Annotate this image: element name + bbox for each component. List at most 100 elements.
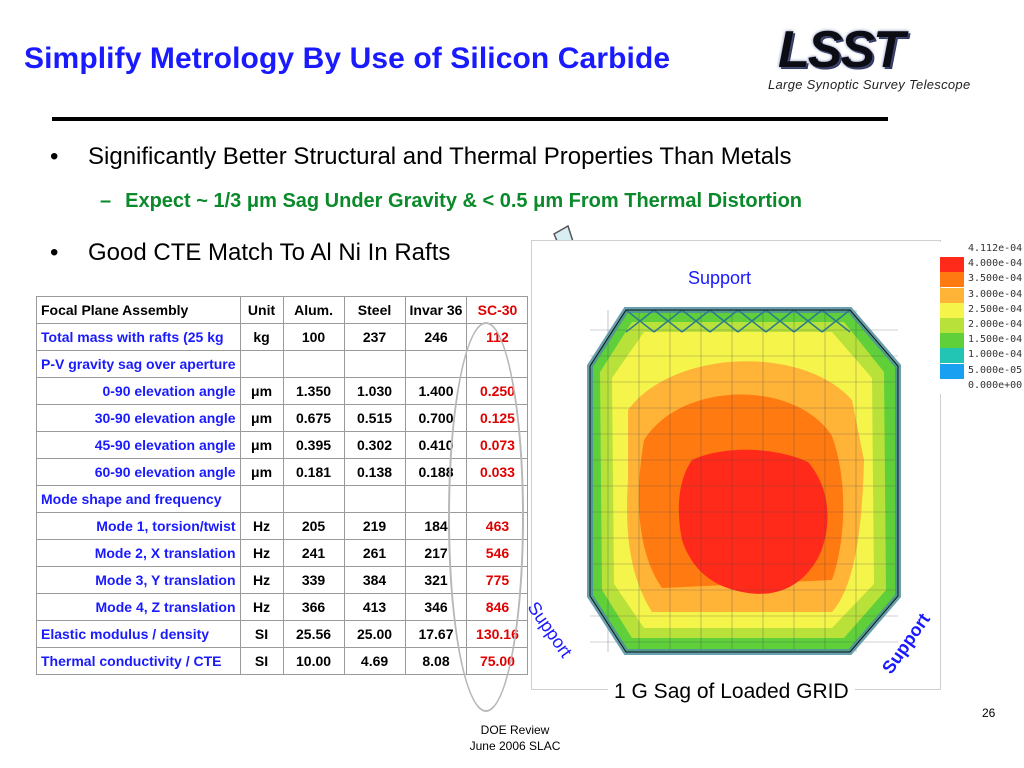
legend-swatch — [940, 302, 964, 318]
table-header-cell: Alum. — [282, 296, 345, 324]
outline — [589, 309, 899, 653]
table-row: P-V gravity sag over aperture — [36, 350, 529, 378]
legend-entry: 0.000e+00 — [938, 378, 1024, 394]
legend-label: 5.000e-05 — [968, 364, 1023, 376]
bullet-1: • Significantly Better Structural and Th… — [50, 143, 792, 171]
row-label: Mode 2, X translation — [36, 539, 241, 567]
row-label: Mode shape and frequency — [36, 485, 241, 513]
table-cell-alum: 25.56 — [282, 620, 345, 648]
table-header-cell: SC-30 — [466, 296, 529, 324]
table-cell-unit: Hz — [239, 566, 284, 594]
table-header-cell: Invar 36 — [404, 296, 468, 324]
legend-swatch — [940, 378, 964, 394]
table-header-row: Focal Plane Assembly Unit Alum. Steel Invar … — [36, 296, 529, 324]
title-divider — [52, 117, 888, 121]
table-cell-alum: 0.675 — [282, 404, 345, 432]
table-cell-steel: 237 — [343, 323, 406, 351]
footer-line-2: June 2006 SLAC — [469, 739, 561, 753]
legend-label: 4.112e-04 — [968, 243, 1023, 254]
support-label-top: Support — [688, 268, 752, 288]
table-cell-steel: 25.00 — [343, 620, 406, 648]
table-cell-invar: 8.08 — [404, 647, 468, 675]
row-label: 0-90 elevation angle — [36, 377, 241, 405]
table-cell-alum: 205 — [282, 512, 345, 540]
legend-swatch — [940, 287, 964, 303]
table-cell-alum: 0.181 — [282, 458, 345, 486]
table-cell-unit: μm — [239, 377, 284, 405]
table-cell-alum: 339 — [282, 566, 345, 594]
table-cell-unit: μm — [239, 458, 284, 486]
table-cell-unit — [239, 350, 284, 378]
brace-top — [681, 309, 711, 333]
brace-top — [793, 309, 823, 333]
page-number: 26 — [982, 706, 996, 720]
row-label: 30-90 elevation angle — [36, 404, 241, 432]
table-cell-alum: 0.395 — [282, 431, 345, 459]
table-cell-alum — [282, 485, 345, 513]
legend-label: 3.500e-04 — [968, 273, 1023, 285]
table-cell-alum: 1.350 — [282, 377, 345, 405]
table-cell-unit: Hz — [239, 512, 284, 540]
logo-subtitle: Large Synoptic Survey Telescope — [768, 77, 971, 92]
table-header-cell: Focal Plane Assembly — [36, 296, 241, 324]
legend-label: 3.000e-04 — [968, 288, 1023, 300]
legend-entry: 3.500e-04 — [938, 272, 1024, 288]
bullet-marker: • — [50, 143, 59, 170]
legend-entry: 2.000e-04 — [938, 317, 1024, 333]
table-cell-steel: 0.138 — [343, 458, 406, 486]
table-cell-unit: Hz — [239, 539, 284, 567]
table-cell-unit: μm — [239, 404, 284, 432]
sub-bullet-marker: – — [100, 190, 112, 212]
row-label: Mode 1, torsion/twist — [36, 512, 241, 540]
highlight-ellipse — [448, 322, 524, 712]
table-cell-steel: 219 — [343, 512, 406, 540]
table-header-cell: Steel — [343, 296, 406, 324]
legend-label: 1.500e-04 — [968, 334, 1023, 346]
table-cell-unit: μm — [239, 431, 284, 459]
brace-top — [653, 309, 683, 333]
table-cell-steel — [343, 485, 406, 513]
slide-title: Simplify Metrology By Use of Silicon Car… — [24, 42, 671, 75]
legend-entry: 4.112e-04 — [938, 242, 1024, 257]
legend-entry: 1.000e-04 — [938, 348, 1024, 364]
bullet-1-text: Significantly Better Structural and Ther… — [88, 143, 792, 170]
brace-top — [737, 309, 767, 333]
legend-swatch — [940, 363, 964, 379]
table-cell-steel: 261 — [343, 539, 406, 567]
lsst-logo: LSST Large Synoptic Survey Telescope — [768, 18, 1004, 100]
brace-top — [765, 309, 795, 333]
table-cell-invar: 246 — [404, 323, 468, 351]
legend-swatch — [940, 272, 964, 288]
table-row: Total mass with rafts (25 kg kg 100 237 246 1… — [36, 323, 529, 351]
table-cell-steel: 4.69 — [343, 647, 406, 675]
table-cell-steel: 384 — [343, 566, 406, 594]
color-scale-legend: 4.112e-04 4.000e-04 3.500e-04 3.000e-04 2.50… — [938, 242, 1024, 394]
sub-bullet-1: – Expect ~ 1/3 μm Sag Under Gravity & < 0… — [100, 190, 802, 213]
legend-label: 2.500e-04 — [968, 303, 1023, 315]
table-cell-steel: 0.302 — [343, 431, 406, 459]
table-cell-steel: 0.515 — [343, 404, 406, 432]
legend-swatch — [940, 317, 964, 333]
table-cell-steel: 1.030 — [343, 377, 406, 405]
brace-top — [625, 309, 655, 333]
table-row: 0-90 elevation angle μm 1.350 1.030 1.400 0.2… — [36, 377, 529, 405]
row-label: 45-90 elevation angle — [36, 431, 241, 459]
bullet-2: • Good CTE Match To Al Ni In Rafts — [50, 239, 451, 267]
table-cell-alum — [282, 350, 345, 378]
bullet-2-text: Good CTE Match To Al Ni In Rafts — [88, 239, 451, 266]
legend-swatch — [940, 333, 964, 349]
sub-bullet-1-text: Expect ~ 1/3 μm Sag Under Gravity & < 0.… — [125, 190, 803, 212]
table-cell-steel: 413 — [343, 593, 406, 621]
table-cell-unit: Hz — [239, 593, 284, 621]
table-cell-unit: SI — [239, 647, 284, 675]
table-cell-alum: 241 — [282, 539, 345, 567]
table-cell-unit — [239, 485, 284, 513]
bullet-marker: • — [50, 239, 59, 266]
row-label: 60-90 elevation angle — [36, 458, 241, 486]
figure-caption: 1 G Sag of Loaded GRID — [608, 680, 855, 704]
legend-label: 2.000e-04 — [968, 318, 1023, 330]
legend-entry: 4.000e-04 — [938, 257, 1024, 273]
brace-top — [821, 309, 851, 333]
legend-swatch — [940, 242, 964, 257]
fem-sag-contour-plot — [587, 307, 901, 655]
